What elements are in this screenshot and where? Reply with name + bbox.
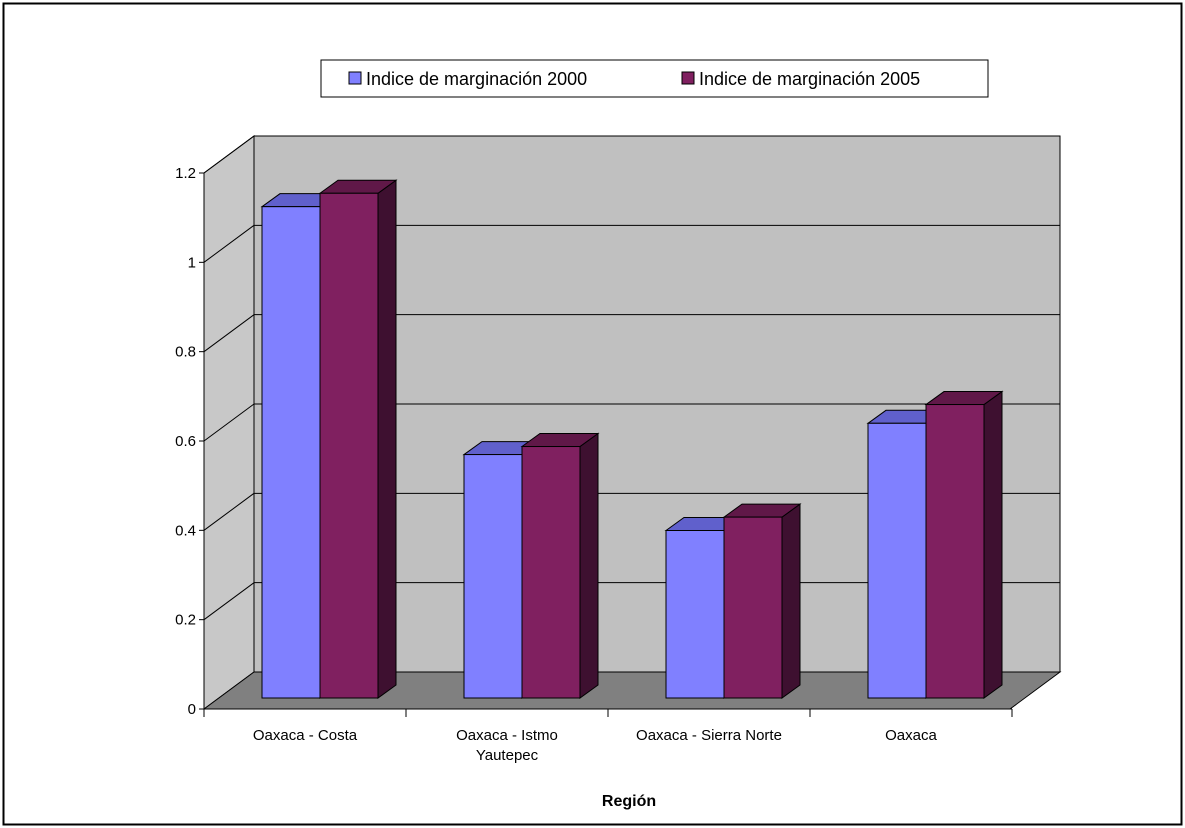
bar-front [723, 516, 783, 699]
legend-swatch-2000 [348, 71, 362, 85]
y-axis: 0 0.2 0.4 0.6 0.8 1 1.2 [175, 165, 205, 718]
legend-box [320, 59, 989, 98]
y-tick-label: 0.4 [175, 522, 196, 539]
bar-2005 [520, 432, 600, 699]
x-category-label: Oaxaca [885, 727, 937, 744]
legend-label-2000: Indice de marginación 2000 [366, 69, 587, 89]
bar-side [579, 432, 599, 699]
bar-2005 [318, 179, 398, 699]
x-category-label: Oaxaca - Costa [253, 727, 358, 744]
bar-2005 [722, 503, 802, 699]
gridline-side [203, 314, 255, 353]
bar-side [781, 503, 801, 699]
bar-front [925, 404, 985, 699]
bar-front [521, 446, 581, 699]
x-category-label-line: Oaxaca - Sierra Norte [636, 727, 782, 744]
legend-label-2005: Indice de marginación 2005 [699, 69, 920, 89]
bar-front [261, 206, 321, 699]
bar-2005 [924, 390, 1004, 699]
legend-swatch-2005 [681, 71, 695, 85]
y-tick-label: 0.6 [175, 433, 196, 450]
gridline-side [203, 582, 255, 621]
x-category-label-line: Yautepec [476, 747, 539, 764]
x-category-label: Oaxaca - Sierra Norte [636, 727, 782, 744]
bar-side [983, 390, 1003, 699]
x-category-label-line: Oaxaca - Istmo [456, 727, 558, 744]
y-tick-label: 1 [188, 254, 196, 271]
legend: Indice de marginación 2000 Indice de mar… [320, 59, 989, 98]
bar-front [463, 454, 523, 699]
gridline-side [203, 135, 255, 174]
bar-side [377, 179, 397, 699]
bar-front [867, 422, 927, 699]
bar-front [319, 192, 379, 699]
bar-front [665, 530, 725, 699]
x-category-label: Oaxaca - Istmo Yautepec [456, 727, 558, 764]
gridline-side [203, 492, 255, 531]
x-axis-title: Región [602, 793, 656, 810]
x-category-label-line: Oaxaca [885, 727, 937, 744]
y-tick-label: 0 [188, 701, 196, 718]
x-category-label-line: Oaxaca - Costa [253, 727, 358, 744]
gridline-side [203, 224, 255, 263]
bars [260, 179, 1004, 699]
gridline-side [203, 403, 255, 442]
x-axis: Oaxaca - Costa Oaxaca - Istmo YautepecOaxa… [203, 708, 1013, 764]
y-tick-label: 0.2 [175, 612, 196, 629]
y-tick-label: 1.2 [175, 165, 196, 182]
y-tick-label: 0.8 [175, 344, 196, 361]
